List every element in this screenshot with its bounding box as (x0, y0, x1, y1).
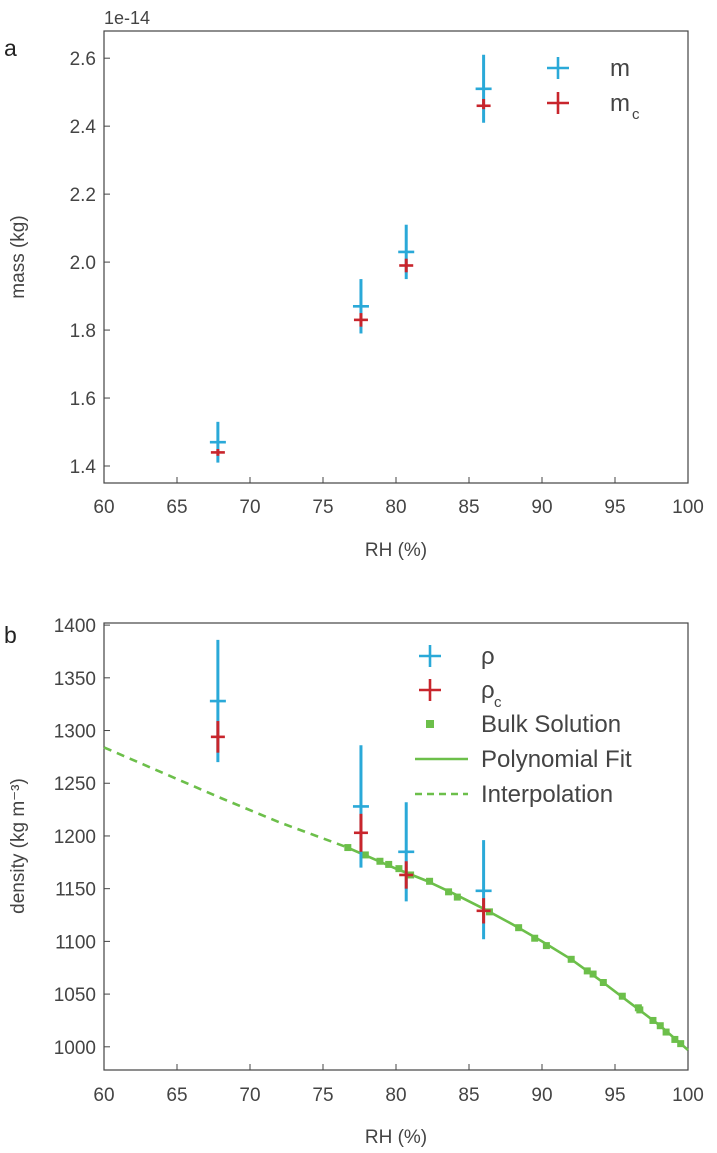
x-ticks-a: 60 65 70 75 80 85 90 95 100 (93, 477, 704, 518)
x-axis-label-a: RH (%) (365, 540, 427, 561)
y-tick-label: 1400 (54, 616, 96, 637)
bulk-solution-point (662, 1028, 670, 1036)
y-tick-label: 2.6 (70, 49, 96, 70)
y-tick-label: 1250 (54, 774, 96, 795)
bulk-solution-point (656, 1022, 664, 1030)
bulk-solution-point (567, 955, 575, 963)
y-tick-label: 1300 (54, 722, 96, 743)
legend-label-mc: m (610, 90, 630, 117)
x-tick-label: 60 (93, 1085, 114, 1106)
legend-label-interp: Interpolation (481, 781, 613, 808)
legend-item-rhoc: ρ c (419, 677, 502, 711)
bulk-solution-point (618, 992, 626, 1000)
legend-label-rho: ρ (481, 643, 495, 670)
bulk-solution-point (649, 1016, 657, 1024)
x-tick-label: 60 (93, 497, 114, 518)
y-tick-label: 1.6 (70, 389, 96, 410)
legend-subscript-rhoc: c (494, 694, 502, 711)
x-ticks-b: 60 65 70 75 80 85 90 95 100 (93, 1064, 704, 1106)
y-tick-label: 1100 (55, 932, 96, 953)
legend-label-bulk: Bulk Solution (481, 711, 621, 738)
y-tick-label: 1000 (54, 1038, 96, 1059)
y-tick-label: 1350 (54, 669, 96, 690)
bulk-solution-point (445, 888, 453, 896)
x-tick-label: 85 (458, 1085, 479, 1106)
x-tick-label: 75 (312, 1085, 333, 1106)
plot-frame-a (103, 30, 689, 484)
x-tick-label: 65 (166, 1085, 187, 1106)
panel-label-a: a (4, 35, 17, 61)
x-axis-label-b: RH (%) (365, 1127, 427, 1148)
y-tick-label: 1050 (54, 985, 96, 1006)
legend-item-interp: Interpolation (415, 781, 613, 808)
y-ticks-b: 1000 1050 1100 1150 1200 1250 1300 1350 1400 (54, 616, 110, 1059)
legend-item-mc: m c (547, 90, 640, 123)
bulk-solution-point (599, 978, 607, 986)
bulk-solution-point (583, 967, 591, 975)
x-tick-label: 65 (166, 497, 187, 518)
bulk-solution-point (426, 877, 434, 885)
errorbars-a (209, 54, 492, 463)
legend-marker-bulk (426, 720, 434, 728)
plot-frame-b (103, 622, 689, 1071)
y-tick-label: 2.0 (70, 253, 96, 274)
bulk-solution-point (361, 851, 369, 859)
x-tick-label: 70 (239, 1085, 260, 1106)
bulk-solution-point (385, 860, 393, 868)
y-axis-label-a: mass (kg) (8, 215, 29, 298)
errorbars-b (209, 639, 492, 940)
bulk-solution-point (542, 942, 550, 950)
x-tick-label: 70 (239, 497, 260, 518)
y-tick-label: 1150 (55, 880, 96, 901)
x-tick-label: 90 (531, 1085, 552, 1106)
legend-item-rho: ρ (419, 643, 495, 670)
bulk-solution-point (344, 844, 352, 852)
x-tick-label: 100 (672, 1085, 704, 1106)
legend-item-fit: Polynomial Fit (415, 746, 632, 773)
y-tick-label: 1.4 (70, 457, 97, 478)
legend-label-rhoc: ρ (481, 677, 495, 704)
interpolation-line (103, 746, 346, 848)
x-tick-label: 100 (672, 497, 704, 518)
legend-label-m: m (610, 55, 630, 82)
legend-a: m m c (547, 55, 640, 123)
legend-label-fit: Polynomial Fit (481, 746, 632, 773)
bulk-solution-point (671, 1035, 679, 1043)
legend-b: ρ ρ c Bulk Solution Polynomial Fit Inter… (415, 643, 632, 808)
bulk-solution-point (515, 924, 523, 932)
legend-subscript-mc: c (632, 106, 640, 123)
y-axis-label-b: density (kg m⁻³) (8, 778, 29, 914)
y-ticks-a: 1.4 1.6 1.8 2.0 2.2 2.4 2.6 (70, 49, 110, 478)
y-offset-label: 1e-14 (104, 8, 150, 28)
x-tick-label: 75 (312, 497, 333, 518)
bulk-solution-point (589, 970, 597, 978)
x-tick-label: 85 (458, 497, 479, 518)
bulk-solution-point (636, 1006, 644, 1014)
y-tick-label: 2.2 (70, 185, 96, 206)
panel-a-mass: a 1e-14 60 65 70 75 80 85 90 95 100 1.4 1.6 1.8 2.0… (4, 8, 704, 561)
bulk-solution-point (376, 857, 384, 865)
x-tick-label: 90 (531, 497, 552, 518)
bulk-solution-point (531, 934, 539, 942)
bulk-solution-point (677, 1040, 685, 1048)
panel-label-b: b (4, 622, 17, 648)
y-tick-label: 1.8 (70, 321, 96, 342)
legend-item-bulk: Bulk Solution (426, 711, 621, 738)
bulk-points-b (344, 844, 685, 1048)
bulk-solution-point (395, 865, 403, 873)
legend-item-m: m (547, 55, 630, 82)
polynomial-fit-line (344, 845, 689, 1051)
y-tick-label: 2.4 (70, 117, 97, 138)
x-tick-label: 95 (604, 497, 625, 518)
x-tick-label: 80 (385, 1085, 406, 1106)
x-tick-label: 95 (604, 1085, 625, 1106)
panel-b-density: b 60 65 70 75 80 85 90 95 100 1000 1050 1100 1150 12… (4, 616, 704, 1148)
y-tick-label: 1200 (54, 827, 96, 848)
bulk-solution-point (453, 893, 461, 901)
x-tick-label: 80 (385, 497, 406, 518)
